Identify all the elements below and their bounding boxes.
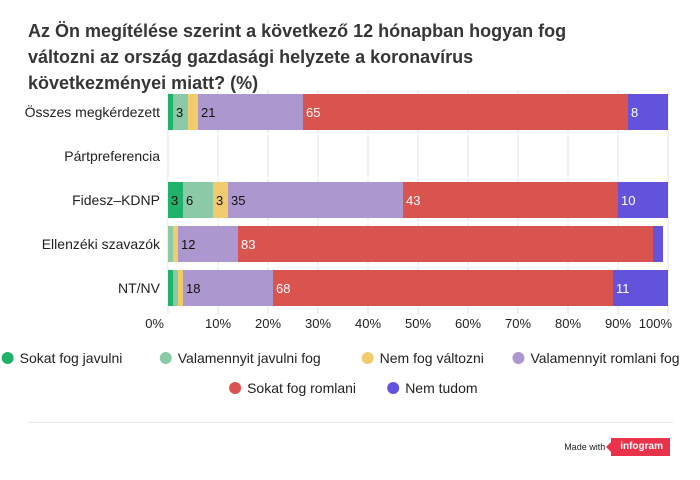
x-axis-ticks: 0% 10% 20% 30% 40% 50% 60% 70% 80% 90% 100%	[145, 316, 672, 331]
x-tick-label: 60%	[455, 316, 481, 331]
legend-marker[interactable]	[361, 352, 374, 364]
category-label: Ellenzéki szavazók	[42, 236, 161, 252]
x-tick-label: 0%	[145, 316, 164, 331]
data-label: 11	[616, 281, 630, 296]
legend-marker[interactable]	[512, 352, 525, 364]
data-label: 35	[231, 193, 245, 208]
bar-segment[interactable]	[168, 94, 173, 130]
data-label: 10	[621, 193, 635, 208]
bar-segment[interactable]	[178, 270, 183, 306]
x-tick-label: 80%	[555, 316, 581, 331]
chart-title: Az Ön megítélése szerint a következő 12 …	[28, 21, 567, 93]
legend: Sokat fog javulni Valamennyit javulni fog…	[1, 350, 680, 396]
x-tick-label: 20%	[255, 316, 281, 331]
bar-segment[interactable]	[403, 182, 618, 218]
legend-marker[interactable]	[1, 352, 14, 364]
x-tick-label: 100%	[639, 316, 673, 331]
x-tick-label: 40%	[355, 316, 381, 331]
bar-segment[interactable]	[238, 226, 653, 262]
data-label: 6	[186, 193, 193, 208]
x-tick-label: 70%	[505, 316, 531, 331]
bar-segment[interactable]	[228, 182, 403, 218]
infogram-logo[interactable]: infogram	[606, 438, 670, 456]
bar-segment[interactable]	[613, 270, 668, 306]
bar-segment[interactable]	[653, 226, 663, 262]
data-label: 12	[181, 237, 195, 252]
bar-segment[interactable]	[178, 226, 238, 262]
legend-label[interactable]: Valamennyit javulni fog	[178, 350, 321, 366]
legend-marker[interactable]	[229, 382, 242, 394]
data-label: 21	[201, 105, 215, 120]
data-label: 3	[176, 105, 183, 120]
bar-segment[interactable]	[273, 270, 613, 306]
data-label: 43	[406, 193, 420, 208]
bar-segment[interactable]	[628, 94, 668, 130]
bar-segment[interactable]	[173, 226, 178, 262]
x-tick-label: 50%	[405, 316, 431, 331]
data-label: 18	[186, 281, 200, 296]
x-tick-label: 30%	[305, 316, 331, 331]
legend-label[interactable]: Nem fog változni	[380, 350, 484, 366]
x-tick-label: 10%	[205, 316, 231, 331]
category-label: Fidesz–KDNP	[72, 192, 160, 208]
bar-segment[interactable]	[183, 270, 273, 306]
made-with-text: Made with	[564, 442, 606, 452]
data-label: 3	[171, 193, 178, 208]
category-label: Összes megkérdezett	[25, 103, 160, 120]
legend-label[interactable]: Sokat fog javulni	[20, 350, 123, 366]
bar-segment[interactable]	[618, 182, 668, 218]
bar-segment[interactable]	[303, 94, 628, 130]
footer-divider	[28, 422, 673, 423]
legend-label[interactable]: Nem tudom	[405, 380, 477, 396]
data-label: 65	[306, 105, 320, 120]
x-tick-label: 90%	[605, 316, 631, 331]
data-label: 8	[631, 105, 638, 120]
legend-label[interactable]: Valamennyit romlani fog	[530, 350, 679, 366]
data-label: 3	[216, 193, 223, 208]
legend-marker[interactable]	[387, 382, 400, 394]
legend-label[interactable]: Sokat fog romlani	[247, 380, 356, 396]
bar-segment[interactable]	[188, 94, 198, 130]
bar-segment[interactable]	[168, 270, 173, 306]
bars	[168, 94, 668, 306]
bar-segment[interactable]	[168, 226, 173, 262]
bar-segment[interactable]	[173, 270, 178, 306]
data-label: 83	[241, 237, 255, 252]
bar-segment[interactable]	[173, 94, 188, 130]
bar-segment[interactable]	[213, 182, 228, 218]
category-labels: Összes megkérdezett Pártpreferencia Fidesz…	[25, 103, 161, 296]
category-label: NT/NV	[118, 280, 161, 296]
category-label: Pártpreferencia	[64, 148, 160, 164]
bar-segment[interactable]	[168, 182, 183, 218]
data-label: 68	[276, 281, 290, 296]
footer-credit[interactable]: Made with infogram	[564, 438, 670, 456]
bar-segment[interactable]	[198, 94, 303, 130]
legend-marker[interactable]	[159, 352, 172, 364]
bar-segment[interactable]	[183, 182, 213, 218]
